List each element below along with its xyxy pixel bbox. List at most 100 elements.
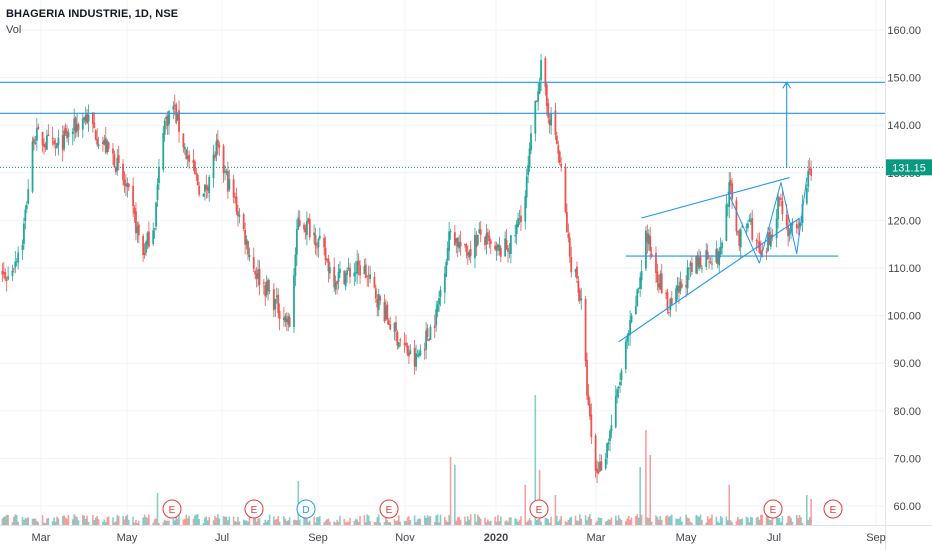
candle-body — [383, 301, 386, 322]
volume-bar — [579, 514, 581, 525]
volume-bar — [363, 515, 366, 525]
volume-bar — [576, 520, 578, 525]
volume-bar — [82, 514, 84, 525]
volume-bar — [485, 521, 488, 525]
volume-bar — [504, 521, 506, 525]
candle-body — [277, 294, 280, 313]
candle-body — [93, 122, 96, 128]
dividend-marker[interactable]: D — [296, 499, 316, 519]
volume-bar — [554, 495, 557, 525]
candle-body — [637, 287, 640, 289]
volume-bar — [429, 515, 432, 525]
volume-bar — [54, 521, 57, 525]
candle-body — [307, 218, 310, 222]
volume-bar — [275, 519, 278, 525]
candle-body — [558, 151, 561, 163]
marker-circle — [529, 499, 549, 519]
volume-bar — [548, 522, 551, 525]
candle-body — [407, 352, 410, 357]
volume-bar — [156, 493, 159, 525]
volume-bar — [104, 522, 107, 525]
earnings-marker[interactable]: E — [529, 499, 549, 519]
volume-bar — [425, 517, 427, 525]
candle-body — [499, 247, 502, 257]
candle-body — [731, 183, 734, 200]
volume-bar — [767, 515, 769, 525]
candle-body — [356, 261, 359, 274]
volume-bar — [599, 518, 601, 525]
candle-body — [295, 228, 298, 255]
volume-bar — [738, 519, 741, 525]
volume-bar — [385, 517, 387, 525]
candle-body — [606, 442, 609, 459]
volume-bar — [645, 430, 647, 525]
volume-bar — [686, 517, 689, 525]
volume-bar — [751, 517, 754, 525]
candle-body — [759, 250, 762, 255]
volume-bar — [77, 520, 80, 525]
volume-bar — [47, 517, 50, 525]
volume-bar — [801, 522, 804, 525]
volume-bar — [34, 518, 37, 525]
volume-bar — [94, 517, 97, 525]
earnings-marker[interactable]: E — [244, 499, 264, 519]
candle-body — [767, 234, 769, 251]
candle-body — [308, 218, 311, 238]
candle-body — [327, 258, 330, 272]
candle-body — [265, 281, 268, 296]
volume-bar — [607, 519, 610, 525]
marker-circle — [296, 499, 316, 519]
earnings-marker[interactable]: E — [379, 499, 399, 519]
volume-bar — [265, 521, 268, 525]
candle-body — [147, 231, 150, 247]
drawing-layer[interactable] — [0, 81, 885, 343]
candle-body — [385, 305, 387, 320]
earnings-marker[interactable]: E — [823, 499, 843, 519]
volume-bar — [252, 514, 255, 525]
candle-body — [123, 179, 126, 186]
volume-bar — [359, 516, 361, 525]
volume-bar — [659, 515, 662, 525]
volume-bar — [808, 517, 811, 525]
price-axis[interactable]: 160.00150.00140.00130.00120.00110.00100.… — [885, 0, 932, 550]
volume-bar — [518, 520, 521, 525]
candle-body — [63, 130, 66, 149]
candle-body — [56, 143, 58, 148]
volume-bar — [474, 514, 476, 525]
volume-bar — [227, 520, 229, 525]
earnings-marker[interactable]: E — [763, 499, 783, 519]
volume-bar — [254, 515, 256, 525]
time-tick-label: Sep — [866, 532, 886, 544]
candle-body — [568, 237, 571, 257]
candle-body — [580, 298, 583, 301]
time-axis[interactable]: Mar May Jul Sep Nov 2020 Mar May Jul Sep — [0, 525, 932, 545]
volume-bar — [617, 515, 620, 525]
volume-bar — [399, 521, 402, 525]
chart-grid — [0, 0, 885, 525]
candle-body — [395, 322, 397, 331]
volume-bar — [33, 518, 35, 525]
candle-body — [716, 250, 719, 264]
earnings-marker[interactable]: E — [162, 499, 182, 519]
candle-body — [540, 60, 542, 81]
candle-body — [735, 200, 738, 232]
volume-bar — [478, 516, 481, 525]
volume-bar — [761, 514, 764, 525]
candle-body — [749, 219, 752, 222]
volume-bar — [224, 516, 226, 525]
volume-bar — [373, 521, 376, 525]
chart-title: BHAGERIA INDUSTRIE, 1D, NSE — [6, 8, 179, 20]
volume-bar — [458, 516, 460, 525]
candle-body — [514, 235, 517, 237]
candle-body — [377, 294, 380, 310]
volume-bar — [297, 481, 300, 525]
candle-body — [456, 237, 459, 247]
candle-body — [142, 235, 145, 256]
volume-bar — [196, 514, 199, 525]
candle-body — [755, 239, 758, 241]
volume-bar — [594, 522, 597, 525]
volume-bar — [806, 495, 808, 525]
volume-bar — [192, 518, 195, 525]
